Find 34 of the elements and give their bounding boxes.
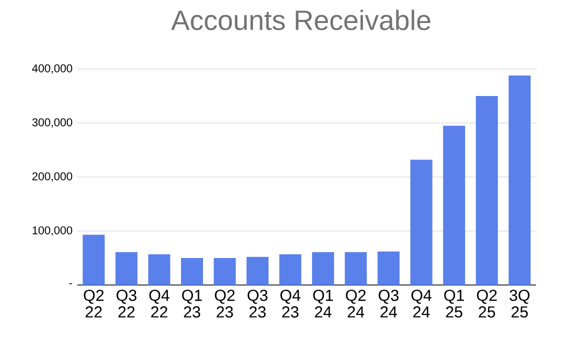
y-tick-label: 300,000 (32, 118, 72, 128)
x-tick-label: Q4 23 (280, 290, 300, 318)
bar (312, 252, 334, 285)
bar (476, 96, 498, 285)
bar (410, 160, 432, 285)
bar (82, 234, 105, 285)
x-tick-label: 3Q 25 (510, 290, 530, 318)
bar (508, 75, 531, 285)
x-tick-label: Q1 25 (444, 290, 464, 318)
bar (279, 254, 302, 285)
x-tick-label: Q4 24 (411, 290, 432, 318)
x-tick-label: Q2 23 (214, 290, 235, 318)
x-tick-label: Q1 23 (182, 290, 202, 318)
bar (115, 252, 138, 285)
x-tick-label: Q3 24 (378, 290, 399, 318)
bar (344, 252, 367, 285)
y-tick-label: - (69, 283, 72, 284)
x-tick-label: Q3 22 (116, 290, 136, 318)
bar (148, 254, 170, 285)
bar (378, 252, 400, 285)
y-tick-label: 400,000 (32, 64, 72, 74)
x-tick-label: Q2 25 (476, 290, 497, 318)
bar (181, 258, 203, 285)
y-tick-label: 200,000 (32, 172, 72, 182)
bar (443, 126, 466, 285)
bar (246, 256, 269, 285)
x-tick-label: Q4 22 (149, 290, 170, 318)
x-tick-label: Q2 24 (346, 290, 366, 318)
bar (214, 258, 236, 285)
y-tick-label: 100,000 (32, 226, 72, 236)
chart-title: Accounts Receivable (171, 10, 430, 30)
x-tick-label: Q2 22 (84, 290, 104, 318)
x-tick-label: Q3 23 (248, 290, 268, 318)
x-tick-label: Q1 24 (313, 290, 333, 318)
